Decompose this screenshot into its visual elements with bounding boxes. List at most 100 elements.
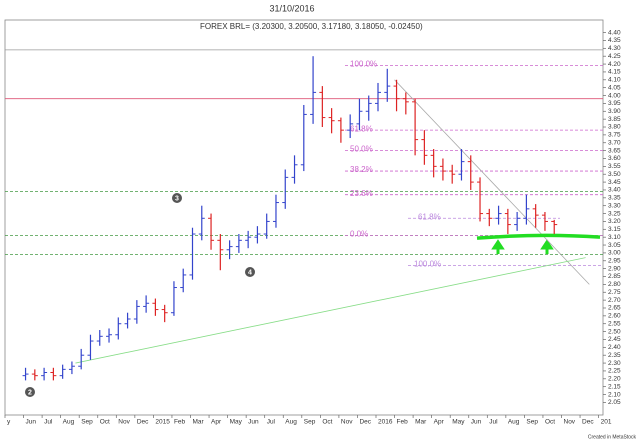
fib-label: 61.8% [350, 124, 373, 133]
trendline [394, 79, 590, 285]
x-tick-label: Jun [471, 419, 482, 426]
y-tick-label: 4.30 [608, 45, 621, 52]
x-tick-label: Feb [397, 419, 409, 426]
y-tick-label: 3.90 [608, 108, 621, 115]
x-tick-label: Oct [545, 419, 555, 426]
y-tick-label: 3.75 [608, 132, 621, 139]
y-tick-label: 2.85 [608, 273, 621, 280]
marker-label: 2 [28, 389, 32, 396]
marker-label: 4 [248, 269, 252, 276]
x-tick-label: Jun [248, 419, 259, 426]
y-tick-label: 3.50 [608, 171, 621, 178]
trendline [75, 257, 586, 364]
x-tick-label: Oct [322, 419, 332, 426]
chart-subtitle: FOREX BRL= (3.20300, 3.20500, 3.17180, 3… [200, 22, 423, 31]
x-tick-label: Apr [434, 419, 445, 426]
y-tick-label: 3.00 [608, 250, 621, 257]
y-tick-label: 3.70 [608, 139, 621, 146]
y-tick-label: 2.45 [608, 336, 621, 343]
y-tick-label: 3.35 [608, 195, 621, 202]
support-line [476, 233, 601, 240]
x-tick-label: Sep [526, 419, 538, 426]
y-tick-label: 3.85 [608, 116, 621, 123]
y-tick-label: 2.95 [608, 257, 621, 264]
marker-circle [25, 387, 35, 397]
x-tick-label: 2016 [378, 419, 393, 426]
x-tick-label: Sep [304, 419, 316, 426]
x-tick-label: Aug [63, 419, 75, 426]
y-tick-label: 4.00 [608, 92, 621, 99]
x-tick-label: 201 [601, 419, 612, 426]
y-tick-label: 2.50 [608, 328, 621, 335]
y-tick-label: 2.90 [608, 265, 621, 272]
y-tick-label: 2.80 [608, 281, 621, 288]
y-tick-label: 2.75 [608, 289, 621, 296]
y-tick-label: 3.20 [608, 218, 621, 225]
x-tick-label: Jun [26, 419, 37, 426]
x-tick-label: Dec [137, 419, 149, 426]
y-tick-label: 3.95 [608, 100, 621, 107]
x-tick-label: Feb [174, 419, 186, 426]
fib-label: 23.6% [350, 189, 373, 198]
y-tick-label: 2.25 [608, 368, 621, 375]
y-tick-label: 2.15 [608, 383, 621, 390]
x-tick-label: Aug [285, 419, 297, 426]
y-tick-label: 3.30 [608, 202, 621, 209]
y-tick-label: 2.55 [608, 320, 621, 327]
x-tick-label: Apr [211, 419, 222, 426]
y-tick-label: 3.65 [608, 147, 621, 154]
footer: Created in MetaStock [588, 434, 637, 440]
fib-label: 100.0% [414, 260, 441, 269]
x-tick-label: Jul [44, 419, 53, 426]
x-tick-label: Sep [81, 419, 93, 426]
fib-label: 100.0% [350, 60, 377, 69]
x-tick-label: May [230, 419, 243, 426]
y-tick-label: 3.10 [608, 234, 621, 241]
fib-label: 0.0% [350, 230, 368, 239]
x-tick-label: Jul [267, 419, 276, 426]
x-tick-label: 2015 [155, 419, 170, 426]
y-tick-label: 2.60 [608, 313, 621, 320]
y-tick-label: 2.30 [608, 360, 621, 367]
chart-title: 31/10/2016 [269, 3, 314, 13]
y-tick-label: 3.40 [608, 187, 621, 194]
x-tick-label: Nov [564, 419, 576, 426]
y-tick-label: 3.80 [608, 124, 621, 131]
x-tick-label: Jul [489, 419, 498, 426]
x-tick-label: Aug [508, 419, 520, 426]
fib-label: 50.0% [350, 145, 373, 154]
x-tick-label: y [7, 419, 11, 426]
y-tick-label: 2.40 [608, 344, 621, 351]
y-tick-label: 2.70 [608, 297, 621, 304]
y-tick-label: 3.15 [608, 226, 621, 233]
arrow [540, 239, 554, 254]
y-tick-label: 3.25 [608, 210, 621, 217]
y-tick-label: 3.60 [608, 155, 621, 162]
y-tick-label: 4.10 [608, 77, 621, 84]
y-tick-label: 3.45 [608, 179, 621, 186]
x-tick-label: Nov [118, 419, 130, 426]
fib-label: 38.2% [350, 165, 373, 174]
plot-frame [4, 19, 604, 416]
y-tick-label: 2.65 [608, 305, 621, 312]
x-tick-label: May [452, 419, 465, 426]
y-tick-label: 4.15 [608, 69, 621, 76]
y-tick-label: 3.05 [608, 242, 621, 249]
y-tick-label: 4.05 [608, 84, 621, 91]
y-tick-label: 4.35 [608, 37, 621, 44]
x-tick-label: Mar [193, 419, 205, 426]
y-tick-label: 4.20 [608, 61, 621, 68]
y-tick-label: 2.10 [608, 391, 621, 398]
marker-circle [245, 267, 255, 277]
marker-circle [172, 193, 182, 203]
arrow [491, 239, 505, 254]
y-tick-label: 2.20 [608, 376, 621, 383]
marker-label: 3 [175, 195, 179, 202]
x-tick-label: Dec [582, 419, 594, 426]
y-tick-label: 3.55 [608, 163, 621, 170]
markers: 2 3 4 [25, 193, 255, 397]
x-tick-label: Mar [415, 419, 427, 426]
x-tick-label: Oct [100, 419, 110, 426]
x-tick-label: Dec [359, 419, 371, 426]
